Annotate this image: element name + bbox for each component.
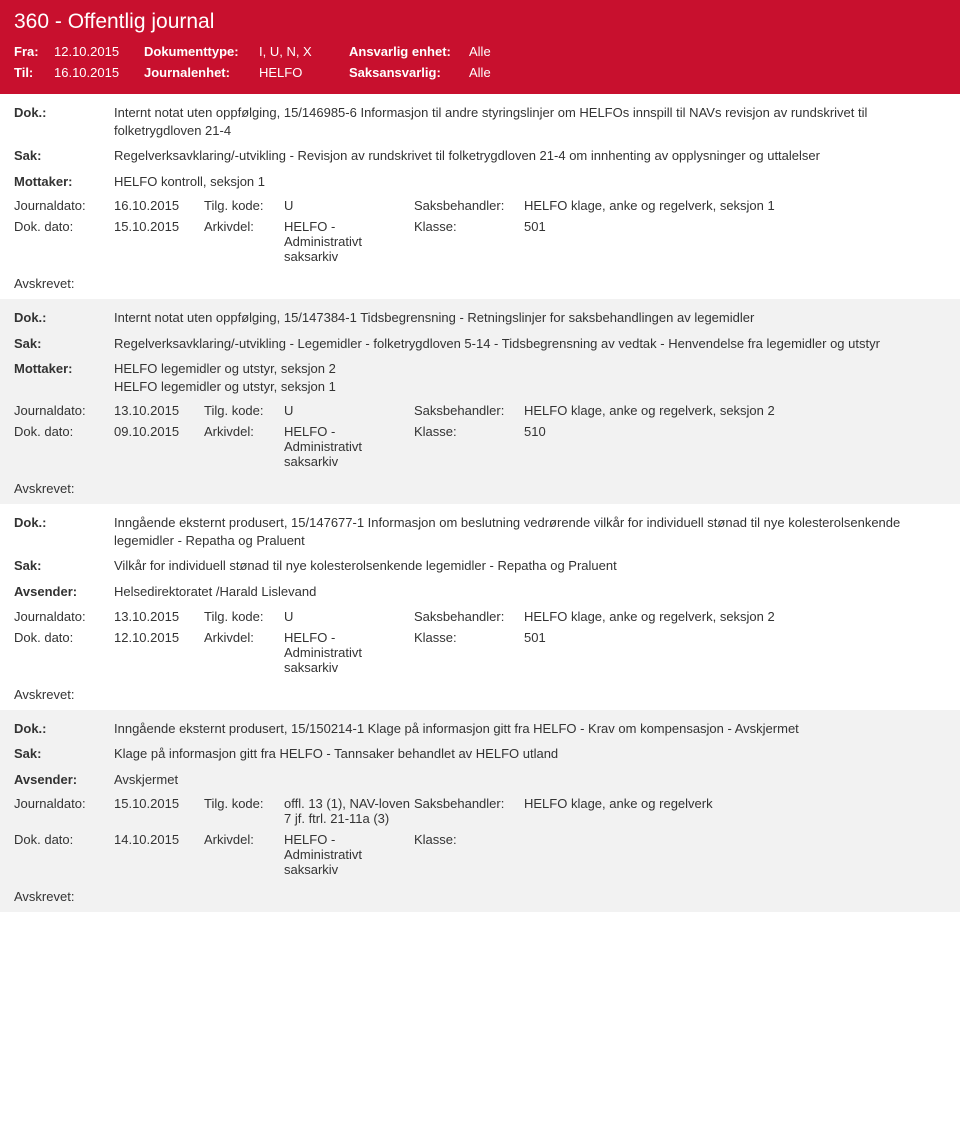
doktype-label: Dokumenttype: [144,44,259,59]
journaldato-label: Journaldato: [14,403,114,418]
saksbehandler-value: HELFO klage, anke og regelverk [524,796,946,811]
sak-value: Klage på informasjon gitt fra HELFO - Ta… [114,745,946,763]
saksbehandler-value: HELFO klage, anke og regelverk, seksjon … [524,198,946,213]
tilgkode-label: Tilg. kode: [204,403,284,418]
klasse-value: 510 [524,424,946,439]
tilgkode-value: offl. 13 (1), NAV-loven 7 jf. ftrl. 21-1… [284,796,414,826]
tilgkode-label: Tilg. kode: [204,796,284,811]
mottaker-label: Mottaker: [14,173,114,191]
entries-container: Dok.:Internt notat uten oppfølging, 15/1… [0,94,960,912]
journaldato-value: 16.10.2015 [114,198,204,213]
mottaker-label: Mottaker: [14,360,114,395]
journaldato-label: Journaldato: [14,796,114,811]
avskrevet-label: Avskrevet: [14,681,946,704]
dok-label: Dok.: [14,104,114,139]
journaldato-label: Journaldato: [14,198,114,213]
klasse-label: Klasse: [414,424,524,439]
klasse-value: 501 [524,219,946,234]
klasse-label: Klasse: [414,630,524,645]
saksbehandler-label: Saksbehandler: [414,609,524,624]
journaldato-value: 13.10.2015 [114,609,204,624]
dokdato-label: Dok. dato: [14,424,114,439]
avsender-label: Avsender: [14,771,114,789]
header-meta-grid: Fra: 12.10.2015 Dokumenttype: I, U, N, X… [14,44,946,80]
sak-value: Regelverksavklaring/-utvikling - Revisjo… [114,147,946,165]
document-header: 360 - Offentlig journal Fra: 12.10.2015 … [0,0,960,94]
arkivdel-value: HELFO - Administrativt saksarkiv [284,630,414,675]
dok-value: Internt notat uten oppfølging, 15/147384… [114,309,946,327]
mottaker-value: HELFO legemidler og utstyr, seksjon 2HEL… [114,360,946,395]
klasse-label: Klasse: [414,832,524,847]
avskrevet-label: Avskrevet: [14,883,946,906]
saksbehandler-value: HELFO klage, anke og regelverk, seksjon … [524,609,946,624]
dok-label: Dok.: [14,309,114,327]
tilgkode-value: U [284,198,414,213]
til-value: 16.10.2015 [54,65,144,80]
dokdato-label: Dok. dato: [14,630,114,645]
arkivdel-label: Arkivdel: [204,424,284,439]
tilgkode-value: U [284,609,414,624]
dok-value: Internt notat uten oppfølging, 15/146985… [114,104,946,139]
tilgkode-label: Tilg. kode: [204,198,284,213]
avskrevet-label: Avskrevet: [14,475,946,498]
saksbehandler-label: Saksbehandler: [414,796,524,811]
dok-value: Inngående eksternt produsert, 15/150214-… [114,720,946,738]
ansvarlig-label: Ansvarlig enhet: [349,44,469,59]
journal-entry: Dok.:Internt notat uten oppfølging, 15/1… [0,299,960,504]
arkivdel-label: Arkivdel: [204,219,284,234]
sak-value: Vilkår for individuell stønad til nye ko… [114,557,946,575]
dok-label: Dok.: [14,514,114,549]
journaldato-value: 15.10.2015 [114,796,204,811]
dokdato-value: 09.10.2015 [114,424,204,439]
tilgkode-value: U [284,403,414,418]
arkivdel-value: HELFO - Administrativt saksarkiv [284,219,414,264]
avsender-value: Helsedirektoratet /Harald Lislevand [114,583,946,601]
journaldato-value: 13.10.2015 [114,403,204,418]
saksansvarlig-value: Alle [469,65,529,80]
arkivdel-label: Arkivdel: [204,832,284,847]
saksbehandler-label: Saksbehandler: [414,403,524,418]
journal-entry: Dok.:Inngående eksternt produsert, 15/14… [0,504,960,709]
journalenhet-label: Journalenhet: [144,65,259,80]
sak-label: Sak: [14,147,114,165]
dok-label: Dok.: [14,720,114,738]
sak-label: Sak: [14,745,114,763]
journaldato-label: Journaldato: [14,609,114,624]
avsender-label: Avsender: [14,583,114,601]
avsender-value: Avskjermet [114,771,946,789]
doktype-value: I, U, N, X [259,44,349,59]
sak-value: Regelverksavklaring/-utvikling - Legemid… [114,335,946,353]
saksbehandler-label: Saksbehandler: [414,198,524,213]
ansvarlig-value: Alle [469,44,529,59]
dokdato-value: 15.10.2015 [114,219,204,234]
dokdato-value: 14.10.2015 [114,832,204,847]
dokdato-label: Dok. dato: [14,832,114,847]
klasse-value: 501 [524,630,946,645]
arkivdel-value: HELFO - Administrativt saksarkiv [284,832,414,877]
avskrevet-label: Avskrevet: [14,270,946,293]
dokdato-label: Dok. dato: [14,219,114,234]
dokdato-value: 12.10.2015 [114,630,204,645]
arkivdel-label: Arkivdel: [204,630,284,645]
journal-entry: Dok.:Inngående eksternt produsert, 15/15… [0,710,960,913]
tilgkode-label: Tilg. kode: [204,609,284,624]
page-title: 360 - Offentlig journal [14,10,946,34]
journal-entry: Dok.:Internt notat uten oppfølging, 15/1… [0,94,960,299]
journalenhet-value: HELFO [259,65,349,80]
saksbehandler-value: HELFO klage, anke og regelverk, seksjon … [524,403,946,418]
dok-value: Inngående eksternt produsert, 15/147677-… [114,514,946,549]
sak-label: Sak: [14,557,114,575]
klasse-label: Klasse: [414,219,524,234]
fra-label: Fra: [14,44,54,59]
sak-label: Sak: [14,335,114,353]
fra-value: 12.10.2015 [54,44,144,59]
mottaker-value: HELFO kontroll, seksjon 1 [114,173,946,191]
til-label: Til: [14,65,54,80]
arkivdel-value: HELFO - Administrativt saksarkiv [284,424,414,469]
saksansvarlig-label: Saksansvarlig: [349,65,469,80]
